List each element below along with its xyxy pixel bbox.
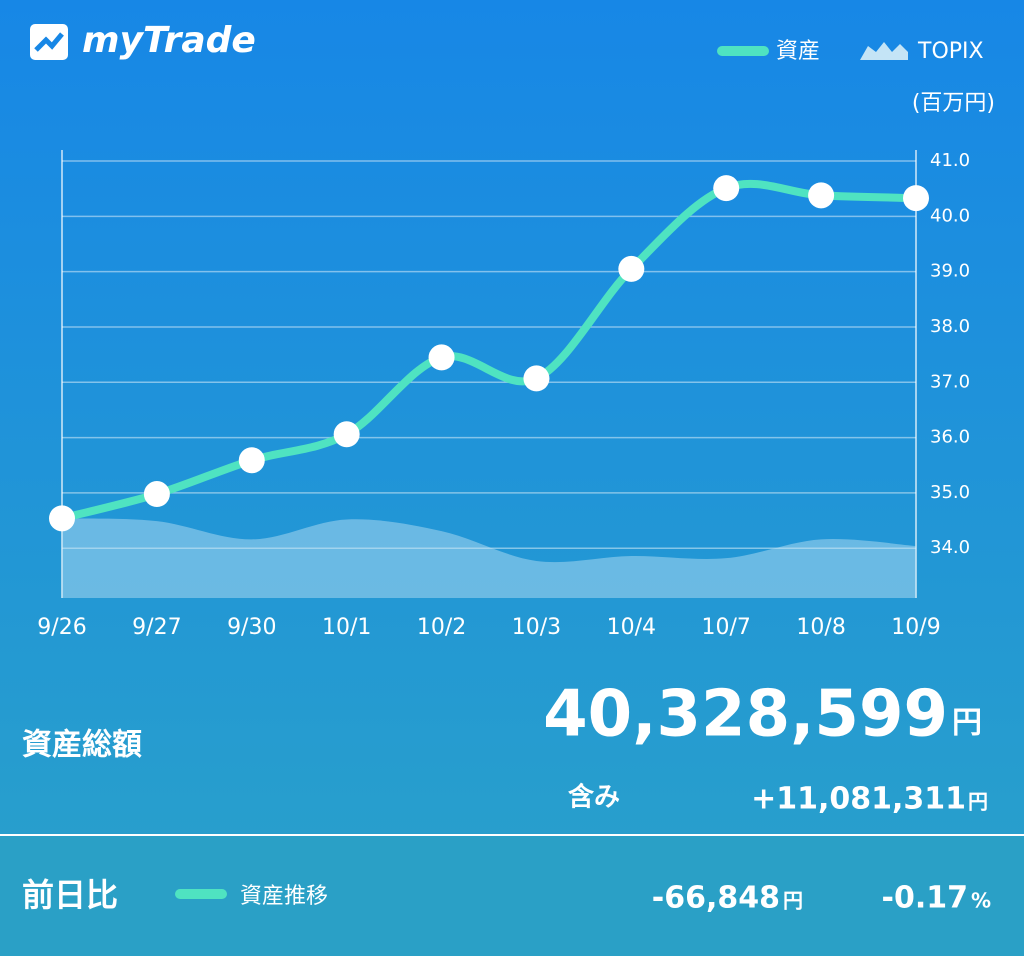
gain-unit: 円: [968, 790, 988, 814]
x-tick-label: 10/7: [702, 615, 751, 640]
x-tick-label: 10/8: [796, 615, 845, 640]
app-name: myTrade: [82, 20, 256, 61]
total-value: 40,328,599: [543, 678, 948, 752]
y-tick-label: 41.0: [930, 150, 970, 171]
point: [523, 365, 550, 392]
x-tick-label: 9/30: [227, 615, 276, 640]
point: [143, 481, 170, 508]
percent-value: -0.17: [882, 881, 968, 916]
y-tick-label: 40.0: [930, 205, 970, 226]
point: [808, 182, 835, 209]
point: [713, 175, 740, 202]
footer-label: 前日比: [22, 876, 118, 914]
x-tick-label: 9/27: [132, 615, 181, 640]
percent-unit: %: [971, 889, 991, 913]
unit-label: (百万円): [912, 91, 995, 116]
legend-label: 資産: [776, 39, 820, 64]
total-unit: 円: [952, 706, 982, 741]
change-unit: 円: [783, 889, 803, 913]
change-value: -66,848: [652, 881, 780, 916]
footer-bg: [0, 836, 1024, 956]
chart: 34.0 35.0 36.0 37.0 38.0 39.0 40.0 41.0 9/26 9/27…: [37, 150, 970, 640]
point: [49, 505, 75, 532]
y-tick-label: 35.0: [930, 482, 970, 503]
y-tick-label: 36.0: [930, 427, 970, 448]
point: [428, 344, 455, 371]
logo-icon: [30, 24, 68, 60]
point: [903, 185, 929, 212]
gain-value: +11,081,311: [751, 782, 966, 817]
x-tick-label: 9/26: [37, 615, 86, 640]
x-tick-label: 10/4: [607, 615, 656, 640]
y-tick-label: 34.0: [930, 537, 970, 558]
legend-label: TOPIX: [917, 39, 984, 64]
y-tick-label: 38.0: [930, 316, 970, 337]
x-tick-label: 10/3: [512, 615, 561, 640]
footer-legend: 資産推移: [240, 884, 328, 909]
x-tick-label: 10/1: [322, 615, 371, 640]
legend-swatch: [860, 42, 908, 60]
point: [333, 421, 360, 448]
area: [62, 518, 916, 598]
line: [58, 179, 920, 523]
x-tick-label: 10/9: [891, 615, 940, 640]
point: [618, 255, 645, 282]
total-label: 資産総額: [22, 728, 142, 763]
x-tick-label: 10/2: [417, 615, 466, 640]
y-tick-label: 37.0: [930, 371, 970, 392]
point: [238, 447, 265, 474]
gain-label: 含み: [568, 782, 620, 813]
y-tick-label: 39.0: [930, 261, 970, 282]
